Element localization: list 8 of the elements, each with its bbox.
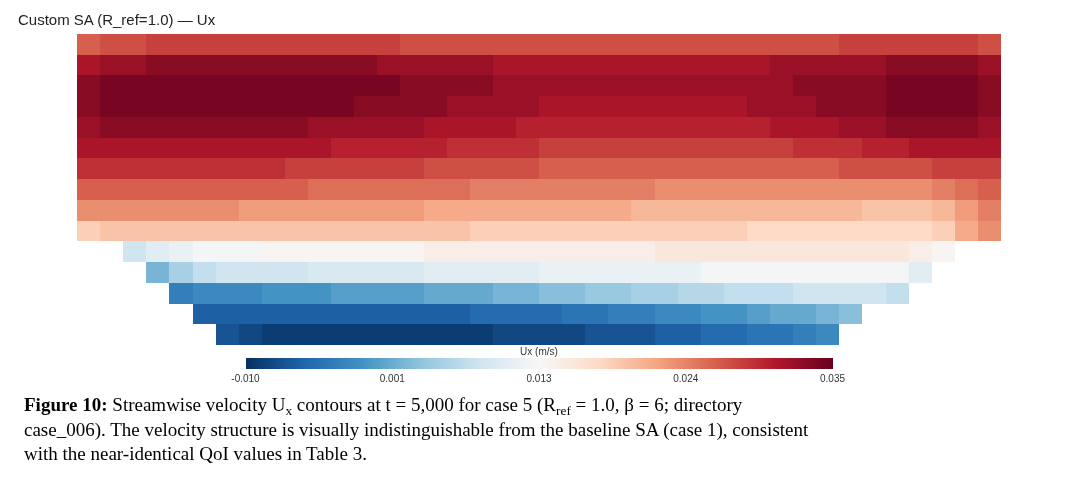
color-bar-label: 0.035	[819, 372, 846, 384]
color-bar-label: 0.024	[673, 372, 699, 384]
color-bar-label: 0.001	[379, 372, 406, 384]
color-bar-label: -0.010	[231, 372, 261, 384]
chart-title: Custom SA (R_ref=1.0) — Ux	[18, 11, 216, 29]
color-bar-label: 0.013	[526, 372, 552, 384]
color-bar-title: Ux (m/s)	[520, 346, 558, 357]
caption: Figure 10: Streamwise velocity U$_{x}$ contours at t = 5,000 for case 5 (R$_{ref}$ = 1.0, β = 6; directory case_006). The velocity structure is visually indistinguishable from the baseline SA (case 1), consistent with the near-identical QoI values in Table 3.	[24, 394, 809, 465]
